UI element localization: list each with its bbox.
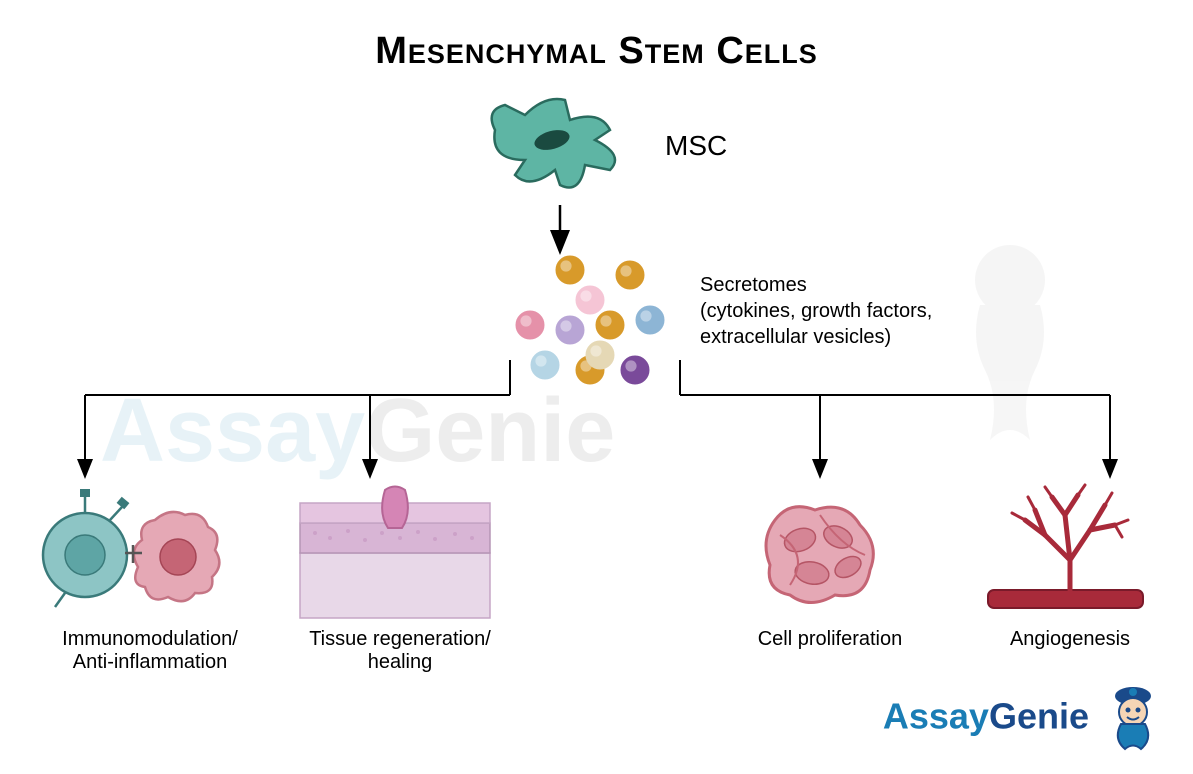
watermark-genie-icon bbox=[975, 245, 1045, 440]
outcome-label-proliferation: Cell proliferation bbox=[720, 628, 940, 651]
secretome-line1: Secretomes bbox=[700, 274, 807, 296]
secretome-line3: extracellular vesicles) bbox=[700, 326, 891, 348]
msc-cell-icon bbox=[492, 99, 615, 188]
immunomodulation-icon bbox=[43, 489, 219, 607]
secretome-vesicles-icon bbox=[516, 256, 664, 384]
cell-proliferation-icon bbox=[766, 507, 873, 603]
outcome-label-angiogenesis: Angiogenesis bbox=[960, 628, 1180, 651]
angiogenesis-icon bbox=[988, 485, 1143, 608]
secretome-label: Secretomes (cytokines, growth factors, e… bbox=[700, 272, 932, 350]
outcome-label-immunomodulation: Immunomodulation/ Anti-inflammation bbox=[40, 628, 260, 674]
outcome-label-tissue: Tissue regeneration/ healing bbox=[290, 628, 510, 674]
tissue-regeneration-icon bbox=[300, 487, 490, 619]
secretome-line2: (cytokines, growth factors, bbox=[700, 300, 932, 322]
msc-label: MSC bbox=[665, 130, 727, 162]
